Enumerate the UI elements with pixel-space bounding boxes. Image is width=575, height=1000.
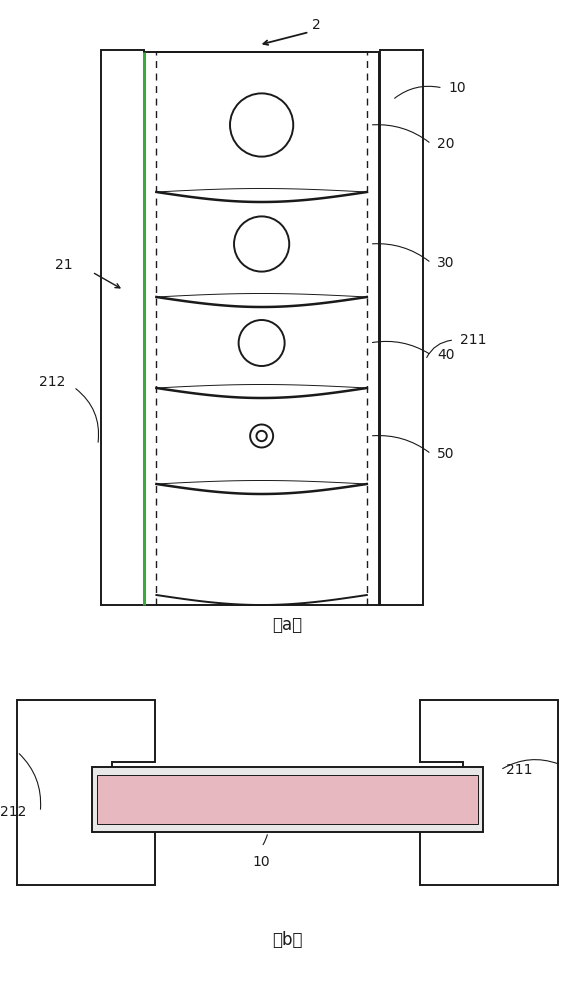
Bar [92,767,483,832]
Ellipse shape [239,320,285,366]
Text: 10: 10 [253,855,270,869]
Bar [101,50,144,605]
Text: 50: 50 [437,447,454,461]
Polygon shape [420,700,558,885]
Ellipse shape [234,216,289,272]
Text: 40: 40 [437,348,454,362]
Text: 211: 211 [506,763,532,777]
Text: 212: 212 [0,805,26,819]
Text: 212: 212 [39,375,66,389]
Text: （a）: （a） [273,616,302,634]
Ellipse shape [230,93,293,157]
Polygon shape [17,700,155,885]
Text: 20: 20 [437,137,454,151]
Ellipse shape [250,424,273,448]
Text: 30: 30 [437,256,454,270]
Bar [144,52,380,605]
Ellipse shape [256,431,267,441]
Text: 211: 211 [460,333,486,347]
Bar [380,50,423,605]
Text: 2: 2 [312,18,321,32]
Bar [97,775,478,824]
Text: （b）: （b） [272,931,303,949]
Text: 10: 10 [448,81,466,95]
Text: 21: 21 [55,258,72,272]
